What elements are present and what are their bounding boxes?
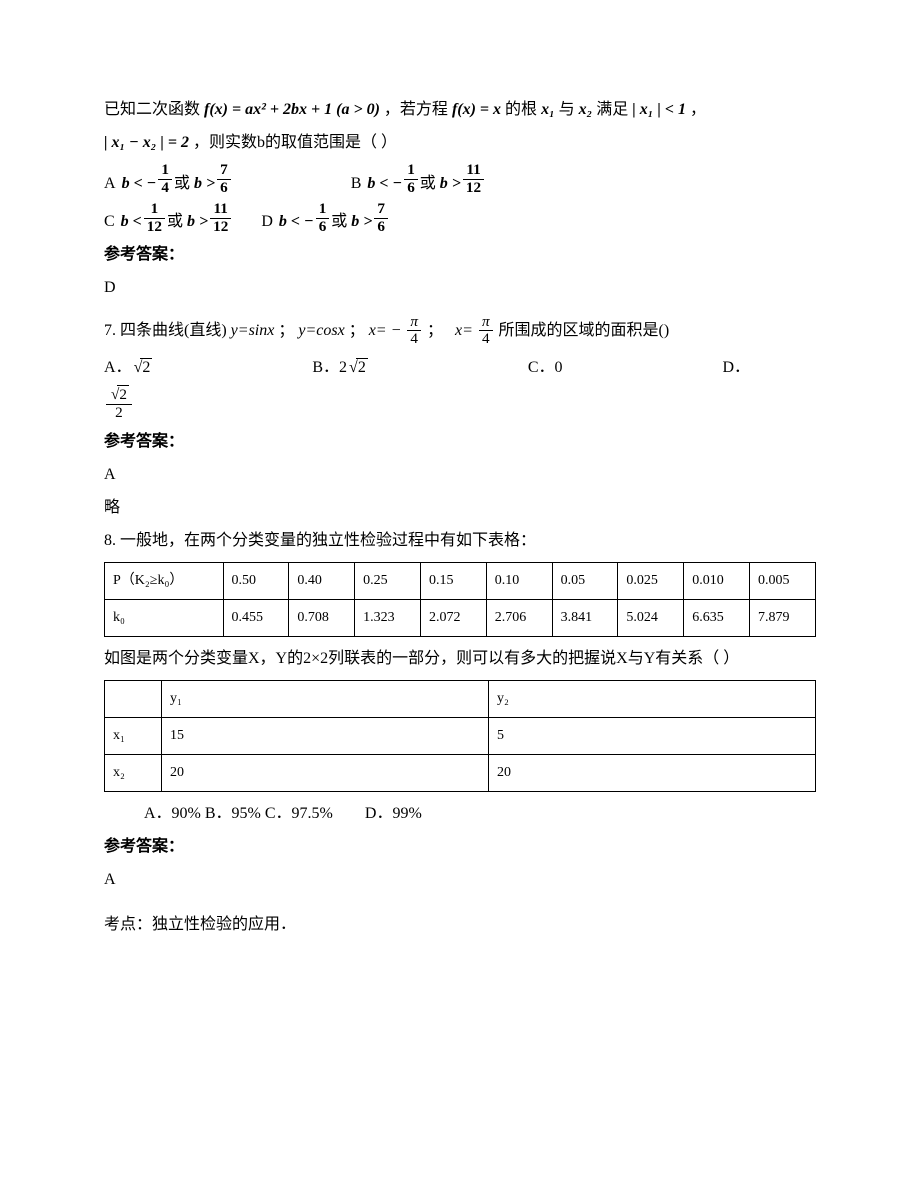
q7-optB: B．22 (312, 354, 367, 381)
q7-optD-val: 22 (104, 387, 816, 421)
q6-and: 与 (559, 101, 575, 118)
q6-answer: D (104, 274, 816, 301)
q7-answer-header: 参考答案： (104, 428, 816, 455)
q6-answer-header: 参考答案： (104, 241, 816, 268)
q8-contingency-table: y₁ y₂ x₁ 15 5 x₂ 20 20 (104, 680, 816, 791)
q6-func-def: f(x) = ax² + 2bx + 1 (a > 0) (204, 101, 380, 118)
q6-stem-line2: | x₁ − x₂ | = 2 ，则实数b的取值范围是（ ） (104, 129, 816, 156)
q8-options: A．90% B．95% C．97.5% D．99% (104, 800, 816, 827)
q8-intro: 8. 一般地，在两个分类变量的独立性检验过程中有如下表格： (104, 527, 816, 554)
q7-note: 略 (104, 494, 816, 521)
q6-optB: B b < − 16 或 b > 1112 (351, 162, 486, 196)
q6-optA: A b < − 14 或 b > 76 (104, 162, 233, 196)
q6-sat: 满足 (596, 101, 628, 118)
q6-text2: ，则实数b的取值范围是（ ） (193, 134, 397, 151)
q6-stem-line1: 已知二次函数 f(x) = ax² + 2bx + 1 (a > 0) ，若方程… (104, 96, 816, 123)
q6-x2: x₂ (579, 101, 593, 118)
table-row: x₁ 15 5 (105, 718, 816, 755)
q6-x1: x₁ (541, 101, 555, 118)
q8-headerK: k₀ (105, 600, 224, 637)
q8-kd: 考点：独立性检验的应用． (104, 911, 816, 938)
table-row: x₂ 20 20 (105, 754, 816, 791)
q8-text2: 如图是两个分类变量X，Y的2×2列联表的一部分，则可以有多大的把握说X与Y有关系… (104, 645, 816, 672)
q6-func-eq: f(x) = x (452, 101, 501, 118)
table-row: k₀ 0.455 0.708 1.323 2.072 2.706 3.841 5… (105, 600, 816, 637)
table-row: P（K₂≥k₀） 0.50 0.40 0.25 0.15 0.10 0.05 0… (105, 563, 816, 600)
q7-answer: A (104, 461, 816, 488)
q6-options-row2: C b < 112 或 b > 1112 D b < − 16 或 b > 76 (104, 201, 816, 235)
q8-headerP: P（K₂≥k₀） (105, 563, 224, 600)
q7-stem: 7. 四条曲线(直线) y=sinx ； y=cosx ； x= − π4 ； … (104, 314, 816, 348)
q6-cond2: | x₁ − x₂ | = 2 (104, 134, 189, 151)
q7-options: A．2 B．22 C．0 D． (104, 354, 816, 381)
q6-optC: C b < 112 或 b > 1112 (104, 201, 233, 235)
q8-k-table: P（K₂≥k₀） 0.50 0.40 0.25 0.15 0.10 0.05 0… (104, 562, 816, 637)
q7-optC: C．0 (528, 354, 563, 381)
q6-after: 的根 (505, 101, 537, 118)
q6-comma: ， (690, 101, 706, 118)
q6-pre: 已知二次函数 (104, 101, 200, 118)
q7-optA: A．2 (104, 354, 152, 381)
q7-optD-lbl: D． (723, 354, 751, 381)
q6-optD: D b < − 16 或 b > 76 (261, 201, 390, 235)
table-row: y₁ y₂ (105, 681, 816, 718)
q8-answer: A (104, 866, 816, 893)
q8-answer-header: 参考答案： (104, 833, 816, 860)
q6-mid: ，若方程 (384, 101, 448, 118)
q6-cond1: | x₁ | < 1 (632, 101, 686, 118)
q6-options-row1: A b < − 14 或 b > 76 B b < − 16 或 b > 111… (104, 162, 816, 196)
